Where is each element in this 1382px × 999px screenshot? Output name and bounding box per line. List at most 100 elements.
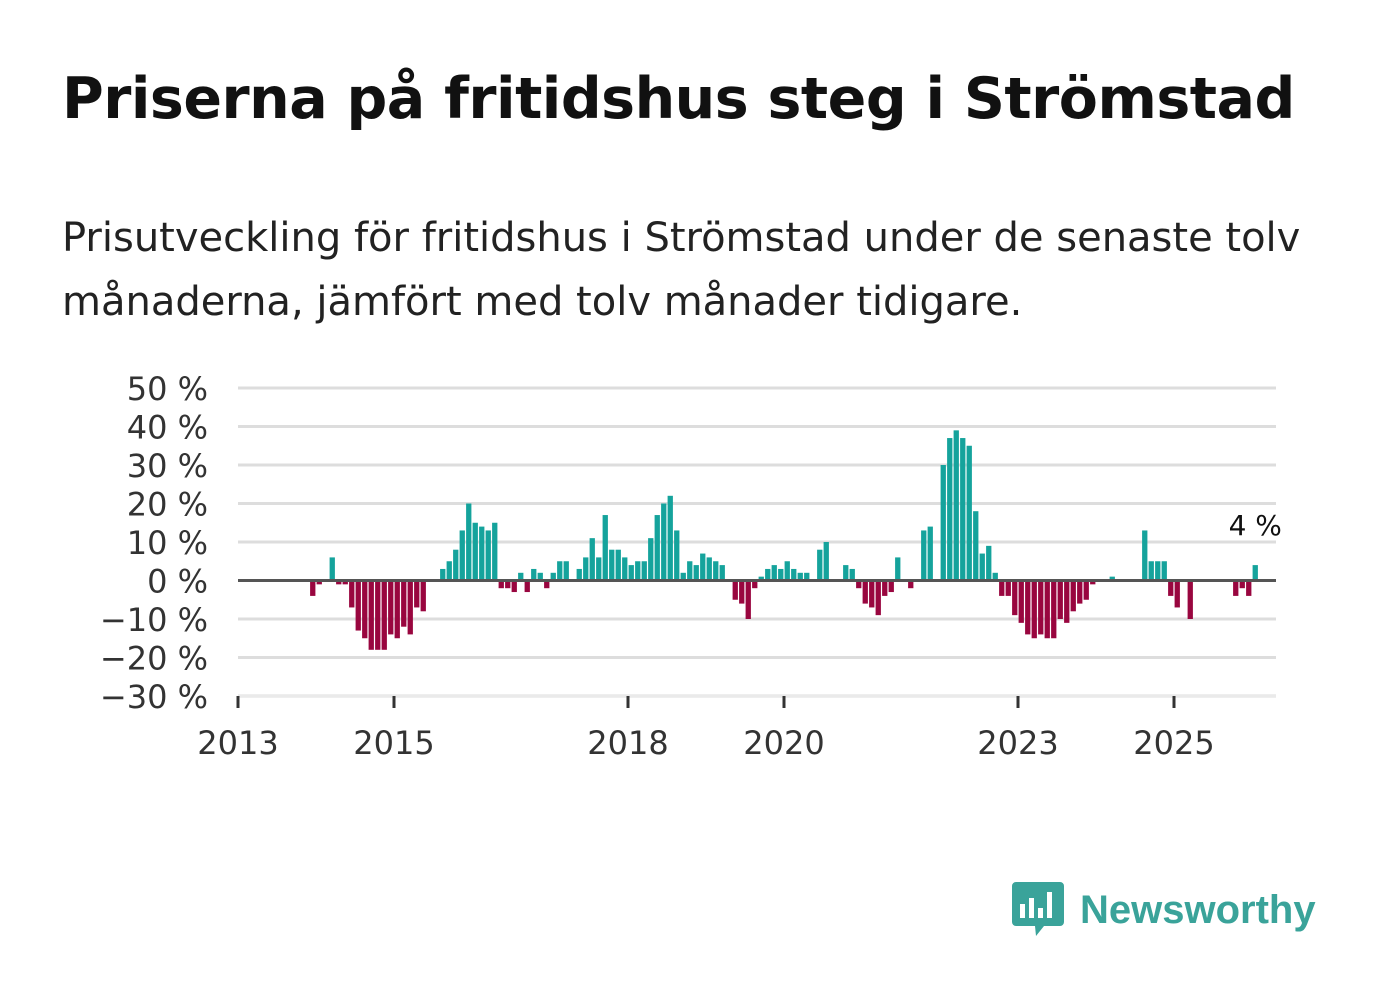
x-tick-label: 2023: [977, 724, 1058, 762]
bar: [862, 580, 868, 604]
bar: [1031, 580, 1037, 639]
y-tick-label: 10 %: [127, 524, 208, 562]
bar: [667, 495, 673, 581]
bar: [927, 526, 933, 581]
bar: [966, 445, 972, 581]
bar: [414, 580, 420, 608]
bar: [999, 580, 1005, 596]
bar: [1005, 580, 1011, 596]
bar: [485, 530, 491, 581]
bar: [583, 557, 589, 581]
bar: [531, 568, 537, 581]
y-tick-label: −10 %: [100, 601, 208, 639]
bar: [1083, 580, 1089, 600]
bar: [719, 565, 725, 581]
bar: [375, 580, 381, 650]
bar: [394, 580, 400, 639]
bar: [1109, 576, 1115, 581]
y-tick-label: −20 %: [100, 640, 208, 678]
bar: [1239, 580, 1245, 589]
bar: [778, 568, 784, 581]
bar: [771, 565, 777, 581]
bar: [1233, 580, 1239, 596]
bar: [784, 561, 790, 581]
bar: [420, 580, 426, 612]
bar: [1090, 580, 1096, 585]
bar: [1012, 580, 1018, 616]
x-tick-label: 2020: [743, 724, 824, 762]
latest-value-label: 4 %: [1229, 509, 1282, 542]
bar: [713, 561, 719, 581]
bar: [752, 580, 758, 589]
gridlines: [238, 386, 1276, 698]
bar: [661, 503, 667, 581]
bar: [856, 580, 862, 589]
bar: [440, 568, 446, 581]
bar: [628, 565, 634, 581]
bar: [693, 565, 699, 581]
bar: [355, 580, 361, 631]
bar: [388, 580, 394, 635]
bar: [537, 572, 543, 581]
bar: [765, 568, 771, 581]
bar: [596, 557, 602, 581]
bar: [498, 580, 504, 589]
bar: [700, 553, 706, 581]
bar-chart: 50 %40 %30 %20 %10 %0 %−10 %−20 %−30 % 20…: [99, 370, 1285, 762]
bar: [823, 542, 829, 581]
bar: [407, 580, 413, 635]
bar: [1174, 580, 1180, 608]
newsworthy-logo-icon: [1012, 882, 1064, 936]
bar: [986, 545, 992, 581]
bar: [895, 557, 901, 581]
bar: [908, 580, 914, 589]
bar: [310, 580, 316, 596]
bar: [739, 580, 745, 604]
bar: [674, 530, 680, 581]
y-tick-label: −30 %: [100, 678, 208, 716]
bar: [992, 572, 998, 581]
bar: [1064, 580, 1070, 623]
x-tick-label: 2025: [1133, 724, 1214, 762]
bar: [732, 580, 738, 600]
bar: [602, 515, 608, 581]
bar: [466, 503, 472, 581]
bar: [479, 526, 485, 581]
y-tick-label: 40 %: [127, 409, 208, 447]
bar: [316, 580, 322, 585]
bar: [459, 530, 465, 581]
bar: [648, 538, 654, 581]
bar: [524, 580, 530, 593]
bar: [1018, 580, 1024, 623]
newsworthy-logo: Newsworthy: [1010, 880, 1316, 940]
chart-title: Priserna på fritidshus steg i Strömstad: [62, 66, 1295, 132]
bar: [921, 530, 927, 581]
bar: [706, 557, 712, 581]
bar: [518, 572, 524, 581]
bar: [336, 580, 342, 585]
bar: [882, 580, 888, 596]
bar: [1252, 565, 1258, 581]
bar: [492, 522, 498, 581]
y-tick-label: 0 %: [147, 563, 208, 601]
bar: [979, 553, 985, 581]
bar: [609, 549, 615, 581]
bar: [349, 580, 355, 608]
bar: [329, 557, 335, 581]
bar: [843, 565, 849, 581]
bar: [1161, 561, 1167, 581]
bar: [544, 580, 550, 589]
bar: [550, 572, 556, 581]
bar: [791, 568, 797, 581]
bar: [1246, 580, 1252, 596]
y-tick-label: 50 %: [127, 370, 208, 408]
bar: [869, 580, 875, 608]
bar: [745, 580, 751, 619]
y-tick-label: 20 %: [127, 486, 208, 524]
bar: [1168, 580, 1174, 596]
bar: [505, 580, 511, 589]
bar: [758, 576, 764, 581]
annotation: 4 %: [1226, 506, 1285, 545]
bar: [1187, 580, 1193, 619]
x-tick-label: 2015: [353, 724, 434, 762]
